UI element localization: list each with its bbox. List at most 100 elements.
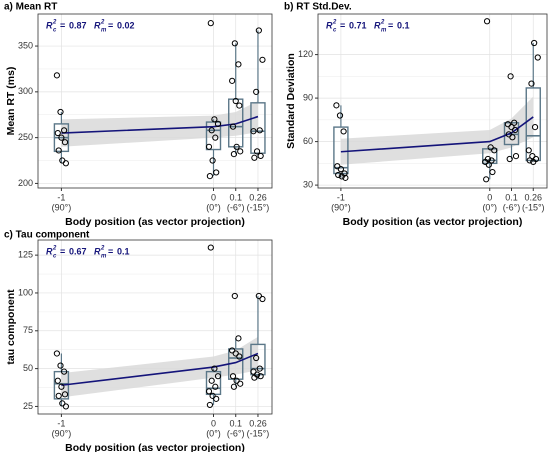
- data-point: [61, 391, 69, 398]
- stat-power: 2: [52, 20, 57, 26]
- data-point: [57, 362, 64, 369]
- x-tick-note: (-15°): [522, 202, 545, 212]
- data-point: [213, 169, 220, 176]
- y-tick-label: 100: [18, 287, 33, 297]
- data-point: [235, 335, 242, 342]
- data-point: [489, 168, 496, 176]
- data-point: [58, 383, 65, 390]
- data-point: [214, 120, 222, 127]
- x-axis-label: Body position (as vector projection): [65, 216, 245, 228]
- stat-symbol: R: [46, 246, 53, 256]
- y-tick-label: 75: [23, 325, 33, 335]
- data-point: [335, 171, 342, 179]
- confidence-ribbon: [61, 336, 258, 398]
- data-point: [229, 373, 237, 380]
- data-point: [229, 347, 236, 354]
- data-point: [530, 158, 537, 165]
- data-point: [509, 134, 516, 141]
- data-point: [338, 173, 345, 180]
- fit-line: [61, 352, 259, 387]
- data-point: [205, 143, 213, 150]
- box: [228, 98, 244, 148]
- data-point: [211, 365, 218, 372]
- data-point: [61, 139, 69, 146]
- data-point: [209, 392, 216, 399]
- stat-equals: =: [60, 20, 65, 30]
- data-point: [528, 80, 535, 87]
- data-point: [512, 126, 519, 134]
- data-point: [483, 176, 490, 183]
- data-point: [53, 72, 61, 79]
- stat-sub: m: [381, 28, 387, 34]
- data-point: [506, 155, 513, 163]
- data-point: [342, 174, 349, 181]
- data-point: [259, 56, 266, 63]
- data-point: [531, 39, 538, 47]
- data-point: [257, 373, 264, 380]
- data-point: [237, 380, 244, 387]
- y-tick-label: 200: [18, 178, 33, 188]
- data-point: [526, 157, 533, 164]
- box: [250, 102, 266, 154]
- data-point: [337, 166, 344, 173]
- data-point: [255, 27, 262, 34]
- stat-value: 0.1: [397, 20, 410, 30]
- data-point: [61, 368, 68, 375]
- stat-power: 2: [332, 20, 337, 26]
- data-point: [483, 18, 491, 25]
- x-axis-label: Body position (as vector projection): [65, 442, 245, 452]
- data-point: [250, 128, 257, 135]
- data-point: [53, 350, 61, 357]
- x-tick-note: (90°): [331, 202, 351, 212]
- data-point: [62, 160, 70, 167]
- x-tick-note: (0°): [482, 202, 497, 212]
- y-tick-label: 125: [18, 250, 33, 260]
- data-point: [534, 54, 541, 61]
- stat-equals: =: [108, 246, 113, 256]
- stat-symbol: R: [94, 20, 101, 30]
- stat-value: 0.87: [69, 20, 87, 30]
- stat-symbol: R: [46, 20, 53, 30]
- plot-frame: [37, 239, 273, 415]
- stat-symbol: R: [374, 20, 381, 30]
- data-point: [231, 292, 238, 300]
- data-point: [207, 244, 214, 251]
- data-point: [253, 354, 260, 362]
- x-tick-label: 0.1: [229, 192, 242, 202]
- data-point: [207, 20, 214, 27]
- data-point: [54, 129, 61, 137]
- stat-equals: =: [340, 20, 345, 30]
- data-point: [55, 147, 62, 154]
- y-tick-label: 120: [298, 49, 313, 59]
- stat-sub: m: [101, 254, 107, 260]
- data-point: [214, 373, 222, 380]
- x-tick-label: -1: [57, 418, 65, 428]
- stat-value: 0.1: [117, 246, 130, 256]
- stat-sub: m: [101, 28, 107, 34]
- data-point: [208, 377, 215, 384]
- data-point: [256, 365, 263, 372]
- box: [205, 370, 222, 396]
- stat-symbol: R: [94, 246, 101, 256]
- data-point: [57, 108, 64, 116]
- data-point: [256, 127, 263, 134]
- stat-sub: c: [53, 254, 57, 260]
- fit-line: [340, 116, 534, 153]
- x-tick-label: -1: [57, 192, 65, 202]
- x-tick-note: (0°): [206, 428, 221, 438]
- x-axis-label: Body position (as vector projection): [343, 216, 523, 228]
- data-point: [511, 119, 518, 126]
- data-point: [230, 151, 238, 158]
- stat-value: 0.02: [117, 20, 135, 30]
- y-axis-label: tau component: [5, 289, 17, 365]
- data-point: [250, 368, 257, 375]
- x-tick-note: (-6°): [227, 428, 245, 438]
- data-point: [257, 152, 264, 160]
- data-point: [237, 148, 244, 155]
- data-point: [259, 295, 266, 303]
- data-point: [62, 403, 70, 410]
- data-point: [213, 395, 220, 402]
- y-tick-label: 25: [23, 401, 33, 411]
- y-tick-label: 350: [18, 40, 33, 50]
- x-tick-note: (90°): [52, 428, 72, 438]
